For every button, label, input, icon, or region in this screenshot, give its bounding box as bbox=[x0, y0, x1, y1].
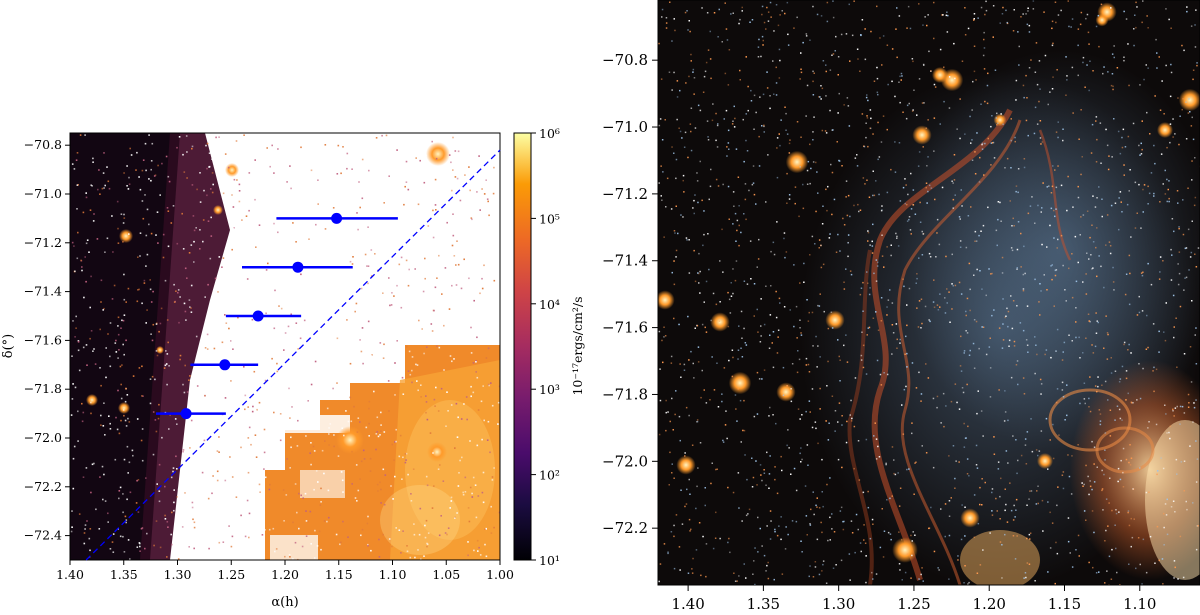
x-tick-label-left: 1.35 bbox=[110, 567, 138, 582]
x-tick-label-left: 1.10 bbox=[379, 567, 407, 582]
y-tick-label-right: −71.4 bbox=[602, 252, 648, 270]
x-tick-label-right: 1.15 bbox=[1048, 595, 1081, 613]
right-image bbox=[658, 0, 1200, 585]
right-panel: 1.40 1.35 1.30 1.25 1.20 1.15 1.10 −70.8 −71.0 −7… bbox=[602, 0, 1200, 613]
colorbar-tick-label: 10¹ bbox=[539, 553, 560, 568]
x-tick-label-left: 1.15 bbox=[325, 567, 353, 582]
right-bright-sources bbox=[658, 2, 1200, 563]
y-tick-label-right: −71.2 bbox=[602, 185, 648, 203]
y-tick-label-left: −71.6 bbox=[24, 332, 62, 347]
data-point bbox=[331, 212, 343, 224]
colorbar: 10⁶ 10⁵ 10⁴ 10³ 10² 10¹ 10⁻¹⁷ergs/cm²/s bbox=[513, 126, 585, 568]
x-tick-label-left: 1.25 bbox=[217, 567, 245, 582]
y-tick-label-left: −71.4 bbox=[24, 284, 62, 299]
data-point bbox=[252, 310, 264, 322]
y-tick-label-left: −72.4 bbox=[24, 528, 62, 543]
y-tick-label-right: −70.8 bbox=[602, 51, 648, 69]
y-tick-label-right: −71.6 bbox=[602, 319, 648, 337]
colorbar-tick-label: 10⁴ bbox=[539, 297, 560, 312]
colorbar-gradient bbox=[513, 132, 532, 561]
colorbar-tick-label: 10³ bbox=[539, 382, 560, 397]
x-tick-label-left: 1.40 bbox=[56, 567, 84, 582]
colorbar-tick-label: 10² bbox=[539, 468, 560, 483]
y-tick-label-right: −72.0 bbox=[602, 452, 648, 470]
left-star-speckles bbox=[70, 134, 500, 560]
x-axis-label-left: α(h) bbox=[271, 595, 298, 610]
x-tick-label-right: 1.10 bbox=[1123, 595, 1156, 613]
y-tick-label-left: −71.2 bbox=[24, 235, 62, 250]
x-tick-label-left: 1.00 bbox=[486, 567, 514, 582]
colorbar-ticks: 10⁶ 10⁵ 10⁴ 10³ 10² 10¹ bbox=[531, 126, 560, 568]
left-series bbox=[85, 149, 501, 561]
x-tick-label-right: 1.20 bbox=[973, 595, 1006, 613]
colorbar-tick-label: 10⁶ bbox=[539, 126, 560, 141]
y-tick-label-right: −71.8 bbox=[602, 385, 648, 403]
data-point bbox=[292, 261, 304, 273]
colorbar-label: 10⁻¹⁷ergs/cm²/s bbox=[570, 296, 585, 395]
y-tick-label-right: −72.2 bbox=[602, 519, 648, 537]
y-tick-label-right: −71.0 bbox=[602, 118, 648, 136]
colorbar-tick-label: 10⁵ bbox=[539, 211, 560, 226]
x-tick-label-right: 1.30 bbox=[822, 595, 855, 613]
y-axis-label-left: δ(°) bbox=[1, 334, 16, 358]
y-tick-label-left: −72.2 bbox=[24, 479, 62, 494]
right-axes: 1.40 1.35 1.30 1.25 1.20 1.15 1.10 −70.8 −71.0 −7… bbox=[602, 51, 1156, 613]
data-point bbox=[219, 359, 231, 371]
right-star-speckles bbox=[658, 0, 1200, 585]
y-tick-label-left: −71.0 bbox=[24, 186, 62, 201]
x-tick-label-right: 1.40 bbox=[671, 595, 704, 613]
x-tick-label-left: 1.05 bbox=[432, 567, 460, 582]
left-panel: 1.40 1.35 1.30 1.25 1.20 1.15 1.10 1.05 1.00 −70.… bbox=[1, 132, 514, 610]
x-tick-label-right: 1.35 bbox=[747, 595, 780, 613]
fit-line bbox=[85, 149, 501, 561]
y-tick-label-left: −71.8 bbox=[24, 381, 62, 396]
x-tick-label-left: 1.30 bbox=[164, 567, 192, 582]
left-image bbox=[70, 133, 500, 560]
x-tick-label-right: 1.25 bbox=[897, 595, 930, 613]
x-tick-label-left: 1.20 bbox=[271, 567, 299, 582]
left-axes: 1.40 1.35 1.30 1.25 1.20 1.15 1.10 1.05 1.00 −70.… bbox=[24, 137, 514, 582]
data-point bbox=[180, 408, 192, 420]
y-tick-label-left: −70.8 bbox=[24, 137, 62, 152]
y-tick-label-left: −72.0 bbox=[24, 430, 62, 445]
